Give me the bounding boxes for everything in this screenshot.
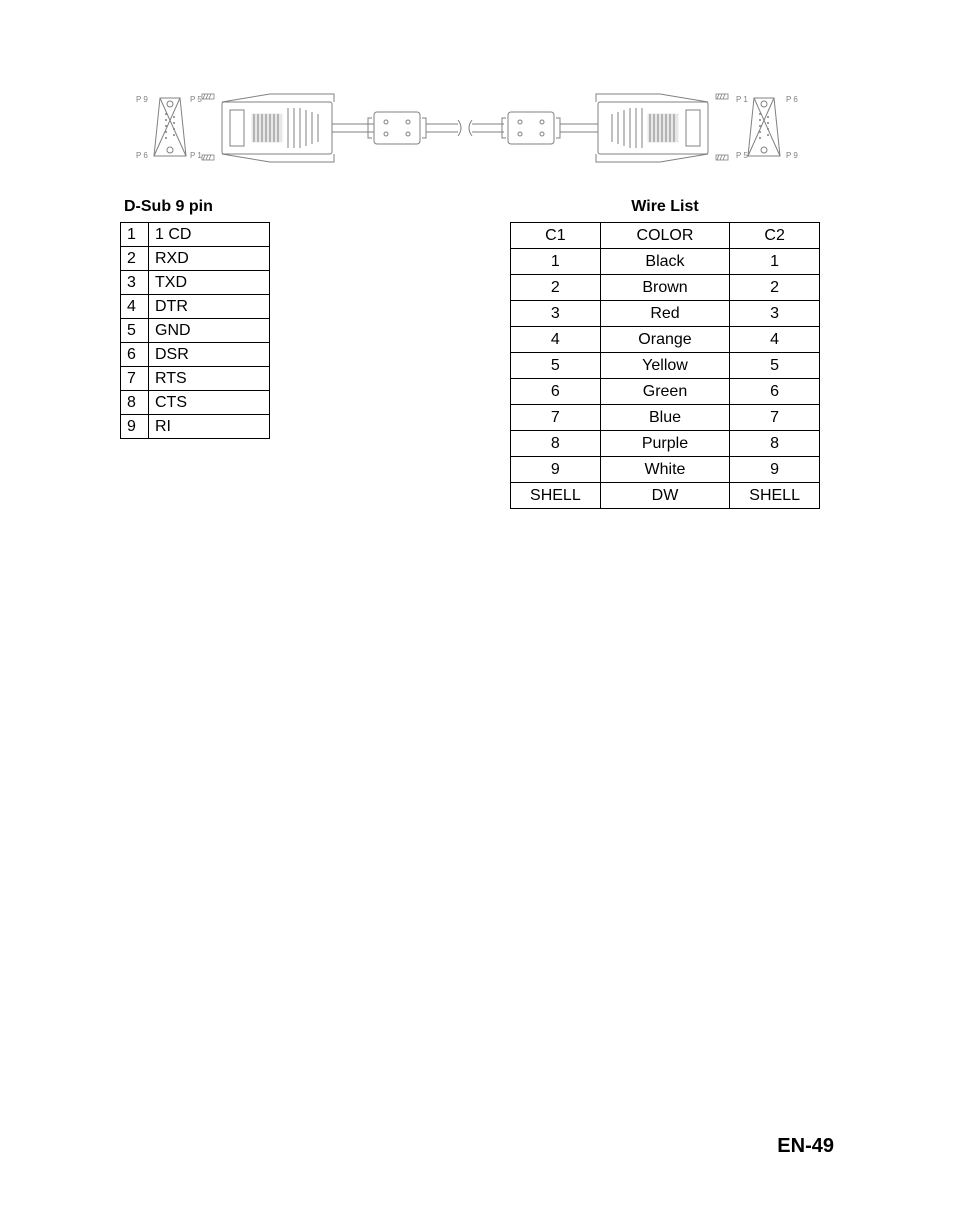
- pin-num: 1: [121, 223, 149, 247]
- wire-c2: 3: [730, 301, 820, 327]
- wire-h-c1: C1: [511, 223, 601, 249]
- table-row: 3Red3: [511, 301, 820, 327]
- pin-sig: RTS: [149, 367, 270, 391]
- table-row: C1 COLOR C2: [511, 223, 820, 249]
- page-number: EN-49: [777, 1135, 834, 1158]
- wire-c1: 8: [511, 431, 601, 457]
- label-left-p5: P 5: [190, 95, 202, 104]
- table-row: 4Orange4: [511, 327, 820, 353]
- table-row: 4DTR: [121, 295, 270, 319]
- wire-c1: 9: [511, 457, 601, 483]
- label-left-p9: P 9: [136, 95, 148, 104]
- label-right-p1: P 1: [736, 95, 748, 104]
- dsub-block: D-Sub 9 pin 11 CD 2RXD 3TXD 4DTR 5GND 6D…: [120, 198, 270, 439]
- wire-c1: 1: [511, 249, 601, 275]
- table-row: 9RI: [121, 415, 270, 439]
- pin-sig: CTS: [149, 391, 270, 415]
- pin-num: 6: [121, 343, 149, 367]
- pin-num: 7: [121, 367, 149, 391]
- table-row: 9White9: [511, 457, 820, 483]
- wire-color: Red: [600, 301, 729, 327]
- wire-color: Black: [600, 249, 729, 275]
- pin-num: 5: [121, 319, 149, 343]
- wire-color: Brown: [600, 275, 729, 301]
- pin-num: 9: [121, 415, 149, 439]
- wire-c2: 6: [730, 379, 820, 405]
- pin-sig: TXD: [149, 271, 270, 295]
- label-left-p6: P 6: [136, 151, 148, 160]
- wire-h-color: COLOR: [600, 223, 729, 249]
- wirelist-table: C1 COLOR C2 1Black1 2Brown2 3Red3 4Orang…: [510, 222, 820, 509]
- table-row: 5Yellow5: [511, 353, 820, 379]
- table-row: 8Purple8: [511, 431, 820, 457]
- wire-color: Blue: [600, 405, 729, 431]
- pin-sig: RXD: [149, 247, 270, 271]
- table-row: 7Blue7: [511, 405, 820, 431]
- wire-c2: 5: [730, 353, 820, 379]
- cable-svg: P 9 P 5 P 6 P 1 P 1 P 6 P 5 P 9: [120, 90, 820, 170]
- table-row: 3TXD: [121, 271, 270, 295]
- wirelist-title: Wire List: [510, 198, 820, 216]
- pin-num: 4: [121, 295, 149, 319]
- page: P 9 P 5 P 6 P 1 P 1 P 6 P 5 P 9 D-Sub 9 …: [0, 0, 954, 1218]
- pin-sig: RI: [149, 415, 270, 439]
- wire-h-c2: C2: [730, 223, 820, 249]
- wire-c2: 7: [730, 405, 820, 431]
- wire-c1: 7: [511, 405, 601, 431]
- wire-c2: 4: [730, 327, 820, 353]
- wire-color: Purple: [600, 431, 729, 457]
- pin-sig: DSR: [149, 343, 270, 367]
- table-row: 2Brown2: [511, 275, 820, 301]
- label-right-p6: P 6: [786, 95, 798, 104]
- pin-sig: DTR: [149, 295, 270, 319]
- table-row: 2RXD: [121, 247, 270, 271]
- wire-color: White: [600, 457, 729, 483]
- wire-c1: 5: [511, 353, 601, 379]
- wire-c1: 6: [511, 379, 601, 405]
- pin-num: 2: [121, 247, 149, 271]
- pin-num: 8: [121, 391, 149, 415]
- tables-row: D-Sub 9 pin 11 CD 2RXD 3TXD 4DTR 5GND 6D…: [120, 198, 820, 509]
- table-row: 7RTS: [121, 367, 270, 391]
- table-row: 11 CD: [121, 223, 270, 247]
- wire-c1: SHELL: [511, 483, 601, 509]
- table-row: 5GND: [121, 319, 270, 343]
- wire-color: Green: [600, 379, 729, 405]
- wire-color: Orange: [600, 327, 729, 353]
- table-row: SHELLDWSHELL: [511, 483, 820, 509]
- cable-diagram: P 9 P 5 P 6 P 1 P 1 P 6 P 5 P 9: [120, 90, 820, 170]
- table-row: 6Green6: [511, 379, 820, 405]
- wire-c2: 2: [730, 275, 820, 301]
- wire-c1: 4: [511, 327, 601, 353]
- dsub-title: D-Sub 9 pin: [120, 198, 270, 216]
- wire-c2: 9: [730, 457, 820, 483]
- wire-color: DW: [600, 483, 729, 509]
- label-left-p1: P 1: [190, 151, 202, 160]
- pin-sig: GND: [149, 319, 270, 343]
- wire-c2: SHELL: [730, 483, 820, 509]
- wire-c2: 1: [730, 249, 820, 275]
- wire-c2: 8: [730, 431, 820, 457]
- table-row: 6DSR: [121, 343, 270, 367]
- table-row: 8CTS: [121, 391, 270, 415]
- dsub-table: 11 CD 2RXD 3TXD 4DTR 5GND 6DSR 7RTS 8CTS…: [120, 222, 270, 439]
- wire-c1: 3: [511, 301, 601, 327]
- wire-c1: 2: [511, 275, 601, 301]
- table-row: 1Black1: [511, 249, 820, 275]
- wire-color: Yellow: [600, 353, 729, 379]
- pin-sig: 1 CD: [149, 223, 270, 247]
- wirelist-block: Wire List C1 COLOR C2 1Black1 2Brown2 3R…: [510, 198, 820, 509]
- pin-num: 3: [121, 271, 149, 295]
- label-right-p9: P 9: [786, 151, 798, 160]
- label-right-p5: P 5: [736, 151, 748, 160]
